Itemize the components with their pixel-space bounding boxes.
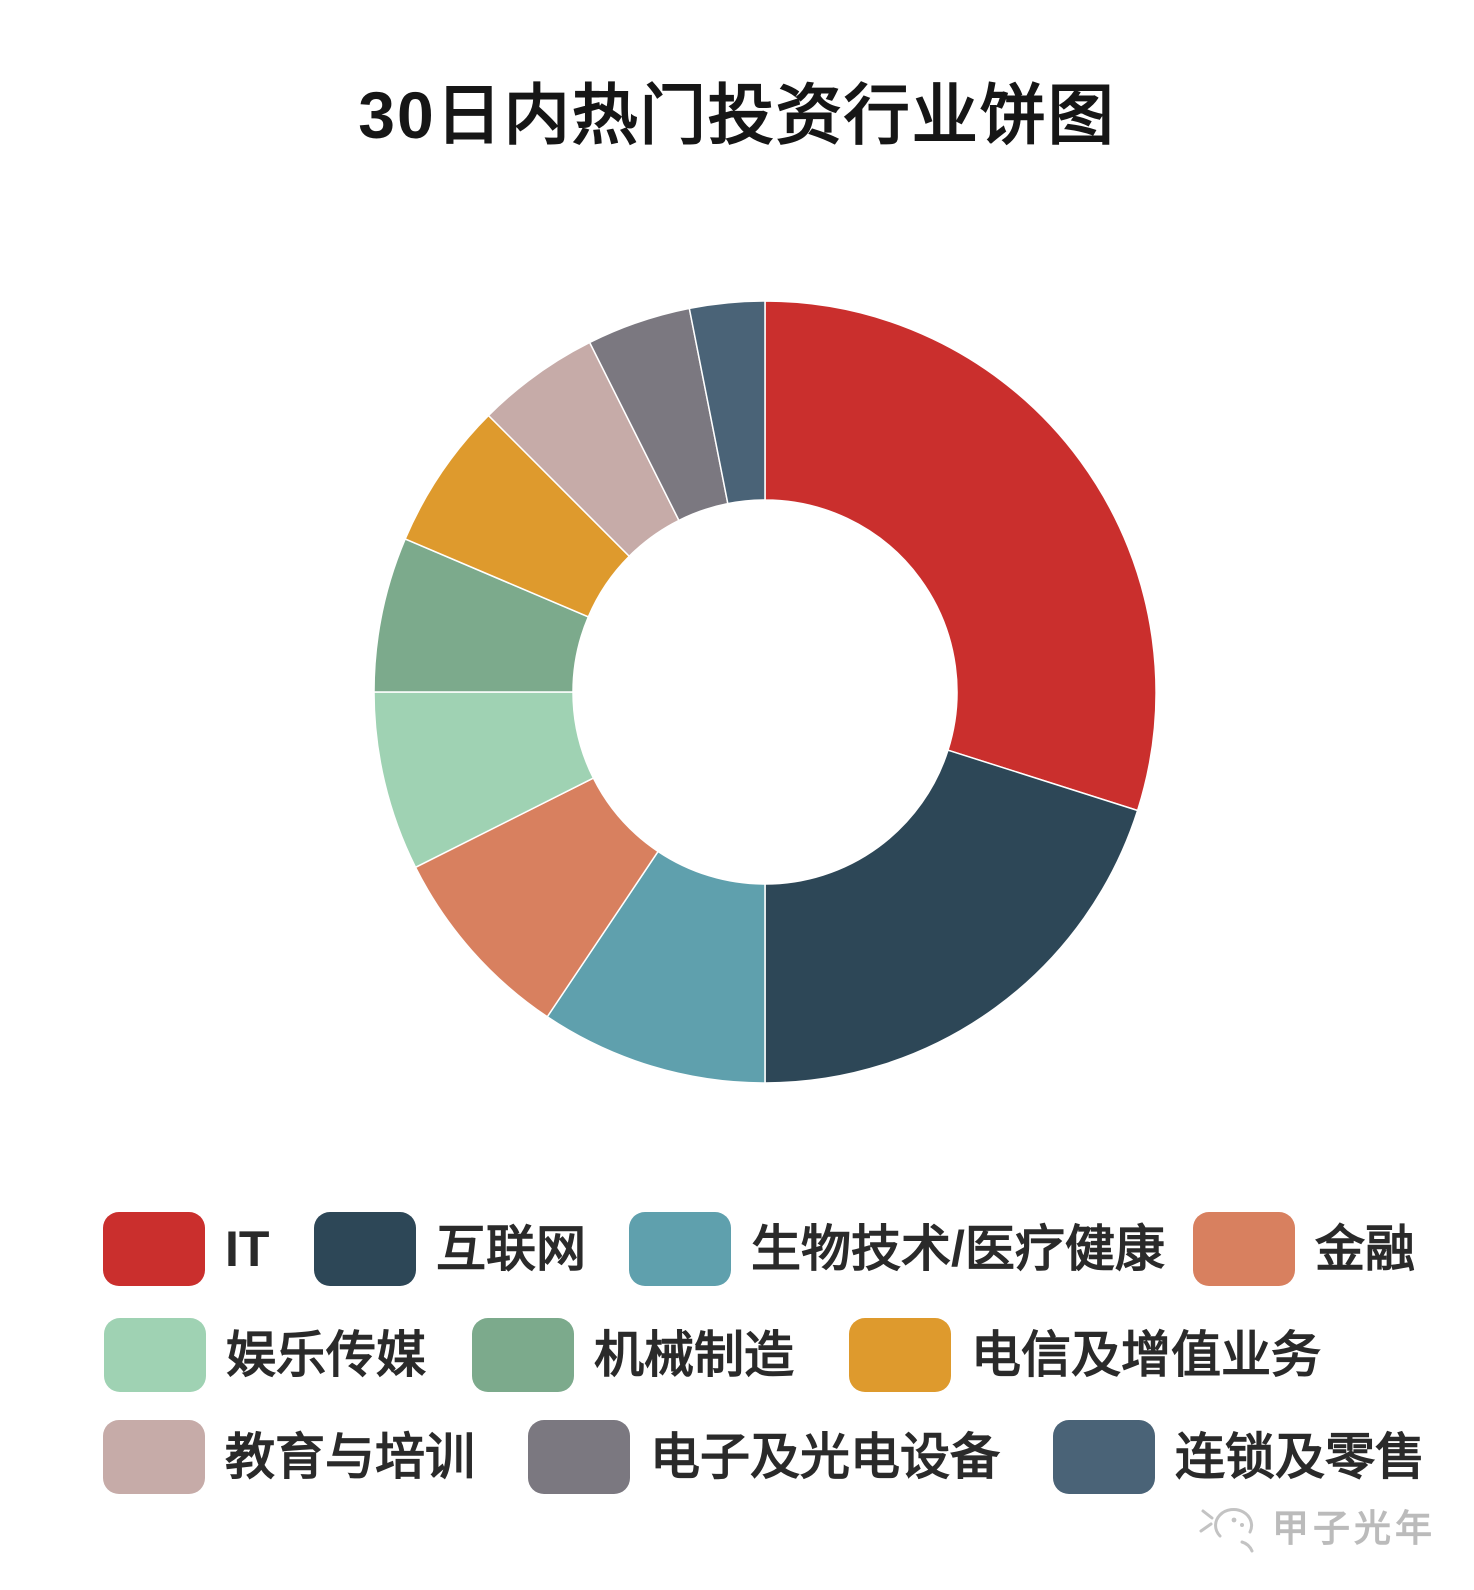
legend-item-machinery: 机械制造 — [472, 1318, 794, 1392]
legend-item-finance: 金融 — [1193, 1212, 1415, 1286]
legend-label-entertainment-media: 娱乐传媒 — [226, 1327, 426, 1383]
legend-label-machinery: 机械制造 — [594, 1327, 794, 1383]
legend-swatch-electronics-optoelectronics — [528, 1420, 630, 1494]
legend-label-biotech-health: 生物技术/医疗健康 — [751, 1221, 1165, 1277]
legend-item-electronics-optoelectronics: 电子及光电设备 — [528, 1420, 1000, 1494]
legend-label-finance: 金融 — [1315, 1221, 1415, 1277]
donut-chart — [372, 299, 1158, 1085]
legend-swatch-internet — [314, 1212, 416, 1286]
legend-item-it: IT — [103, 1212, 269, 1286]
legend-item-telecom-vas: 电信及增值业务 — [849, 1318, 1321, 1392]
pie-slice-1 — [764, 749, 1139, 1084]
legend-label-internet: 互联网 — [436, 1221, 586, 1277]
jiazi-whale-logo-icon — [1199, 1507, 1254, 1553]
legend-swatch-machinery — [472, 1318, 574, 1392]
chart-title: 30日内热门投资行业饼图 — [358, 78, 1116, 152]
watermark: 甲子光年 — [1198, 1496, 1436, 1554]
legend-item-education-training: 教育与培训 — [103, 1420, 475, 1494]
legend-swatch-finance — [1193, 1212, 1295, 1286]
legend-swatch-it — [103, 1212, 205, 1286]
legend-swatch-entertainment-media — [104, 1318, 206, 1392]
legend-swatch-chain-retail — [1053, 1420, 1155, 1494]
pie-slice-9 — [688, 300, 766, 505]
legend-item-chain-retail: 连锁及零售 — [1053, 1420, 1425, 1494]
legend-swatch-biotech-health — [629, 1212, 731, 1286]
legend-item-internet: 互联网 — [314, 1212, 586, 1286]
legend-label-education-training: 教育与培训 — [225, 1429, 475, 1485]
watermark-text: 甲子光年 — [1272, 1508, 1436, 1549]
pie-slice-2 — [546, 850, 766, 1084]
legend-swatch-education-training — [103, 1420, 205, 1494]
donut-chart-svg — [373, 300, 1157, 1084]
legend-label-telecom-vas: 电信及增值业务 — [971, 1327, 1321, 1383]
legend-swatch-telecom-vas — [849, 1318, 951, 1392]
pie-slice-0 — [764, 300, 1157, 812]
legend-label-electronics-optoelectronics: 电子及光电设备 — [650, 1429, 1000, 1485]
legend-item-biotech-health: 生物技术/医疗健康 — [629, 1212, 1165, 1286]
legend-label-chain-retail: 连锁及零售 — [1175, 1429, 1425, 1485]
legend-item-entertainment-media: 娱乐传媒 — [104, 1318, 426, 1392]
legend-label-it: IT — [225, 1221, 270, 1277]
